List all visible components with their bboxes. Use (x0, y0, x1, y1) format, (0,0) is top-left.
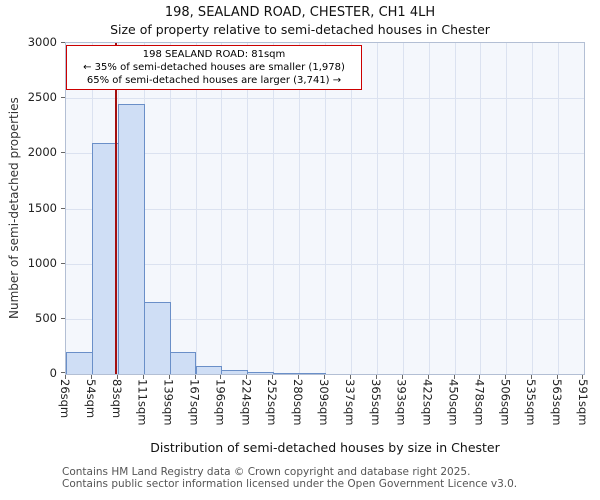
x-tick-mark (453, 375, 455, 379)
x-tick-label: 54sqm (83, 379, 98, 419)
y-tick-label: 2000 (27, 145, 57, 160)
gridline-vertical (480, 43, 482, 374)
y-tick-mark (61, 317, 65, 319)
annotation-smaller-stat: ← 35% of semi-detached houses are smalle… (83, 62, 345, 73)
gridline-vertical (402, 43, 404, 374)
annotation-property-label: 198 SEALAND ROAD: 81sqm (142, 49, 286, 60)
x-tick-label: 139sqm (161, 379, 176, 426)
histogram-bar (195, 365, 223, 374)
x-tick-label: 26sqm (58, 379, 72, 419)
chart-title: 198, SEALAND ROAD, CHESTER, CH1 4LH (164, 5, 436, 20)
x-tick-label: 393sqm (394, 379, 409, 426)
gridline-vertical (532, 43, 534, 374)
histogram-bar (221, 370, 249, 374)
x-tick-label: 83sqm (109, 379, 124, 419)
x-tick-mark (246, 375, 248, 379)
x-tick-mark (168, 375, 170, 379)
footer-attribution-hm-land-registry: Contains HM Land Registry data © Crown c… (62, 466, 471, 478)
annotation-box: 198 SEALAND ROAD: 81sqm ← 35% of semi-de… (66, 45, 362, 90)
y-axis-tick-labels: 0 500 1000 1500 2000 2500 3000 (0, 35, 57, 380)
gridline-vertical (454, 43, 456, 374)
y-tick-mark (61, 262, 65, 264)
footer-attribution-ogl: Contains public sector information licen… (62, 478, 518, 490)
gridline-vertical (558, 43, 560, 374)
y-tick-label: 500 (35, 310, 57, 325)
x-tick-label: 478sqm (472, 379, 487, 426)
annotation-larger-stat: 65% of semi-detached houses are larger (… (86, 75, 342, 86)
gridline-vertical (506, 43, 508, 374)
x-tick-label: 422sqm (420, 379, 435, 426)
histogram-bar (169, 351, 197, 374)
x-tick-label: 252sqm (265, 379, 280, 426)
x-tick-label: 450sqm (446, 379, 461, 426)
x-tick-mark (298, 375, 300, 379)
x-tick-mark (65, 375, 66, 379)
x-tick-label: 506sqm (498, 379, 513, 426)
gridline-vertical (428, 43, 430, 374)
x-tick-label: 337sqm (342, 379, 357, 426)
histogram-bar (143, 302, 171, 374)
x-tick-label: 224sqm (239, 379, 254, 426)
y-tick-mark (61, 97, 65, 99)
property-size-marker-line (115, 43, 118, 374)
y-tick-mark (61, 207, 65, 209)
y-tick-label: 1500 (27, 200, 57, 215)
x-tick-mark (401, 375, 403, 379)
x-tick-mark (116, 375, 118, 379)
gridline-vertical (169, 43, 171, 374)
x-tick-mark (531, 375, 533, 379)
x-tick-mark (220, 375, 222, 379)
x-tick-label: 167sqm (187, 379, 202, 426)
gridline-vertical (299, 43, 301, 374)
gridline-vertical (195, 43, 197, 374)
x-tick-mark (479, 375, 481, 379)
plot-area (65, 42, 585, 375)
x-tick-label: 535sqm (524, 379, 539, 426)
chart-subtitle: Size of property relative to semi-detach… (110, 22, 490, 37)
y-tick-label: 1000 (27, 255, 57, 270)
y-tick-mark (61, 42, 65, 43)
histogram-bar (247, 371, 275, 374)
x-tick-label: 196sqm (213, 379, 228, 426)
x-tick-mark (349, 375, 351, 379)
x-tick-mark (427, 375, 429, 379)
gridline-vertical (350, 43, 352, 374)
x-tick-mark (90, 375, 92, 379)
y-tick-label: 3000 (27, 35, 57, 49)
x-tick-label: 309sqm (317, 379, 331, 426)
x-tick-mark (557, 375, 559, 379)
x-tick-mark (324, 375, 325, 379)
x-axis-tick-labels: 26sqm 54sqm 83sqm 111sqm 139sqm 167sqm 196sqm 2… (58, 379, 590, 437)
y-tick-mark (61, 152, 65, 154)
histogram-bar (66, 351, 93, 374)
gridline-vertical (221, 43, 223, 374)
x-tick-mark (375, 375, 377, 379)
gridline-vertical (247, 43, 249, 374)
x-tick-label: 280sqm (291, 379, 306, 426)
histogram-bar (273, 372, 301, 374)
y-tick-label: 0 (49, 366, 57, 380)
x-tick-label: 591sqm (576, 379, 590, 426)
x-tick-label: 111sqm (135, 379, 150, 426)
x-tick-mark (194, 375, 196, 379)
x-axis-label: Distribution of semi-detached houses by … (150, 440, 500, 455)
x-tick-mark (142, 375, 144, 379)
x-tick-label: 365sqm (368, 379, 383, 426)
gridline-vertical (376, 43, 378, 374)
histogram-bar (117, 103, 145, 374)
x-tick-label: 563sqm (550, 379, 565, 426)
histogram-bar (91, 143, 119, 374)
x-tick-mark (505, 375, 507, 379)
x-tick-mark (272, 375, 274, 379)
y-tick-mark (61, 372, 65, 373)
gridline-vertical (325, 43, 326, 374)
x-tick-mark (582, 375, 583, 379)
gridline-vertical (273, 43, 275, 374)
y-tick-label: 2500 (27, 90, 57, 105)
histogram-bar (299, 373, 326, 374)
